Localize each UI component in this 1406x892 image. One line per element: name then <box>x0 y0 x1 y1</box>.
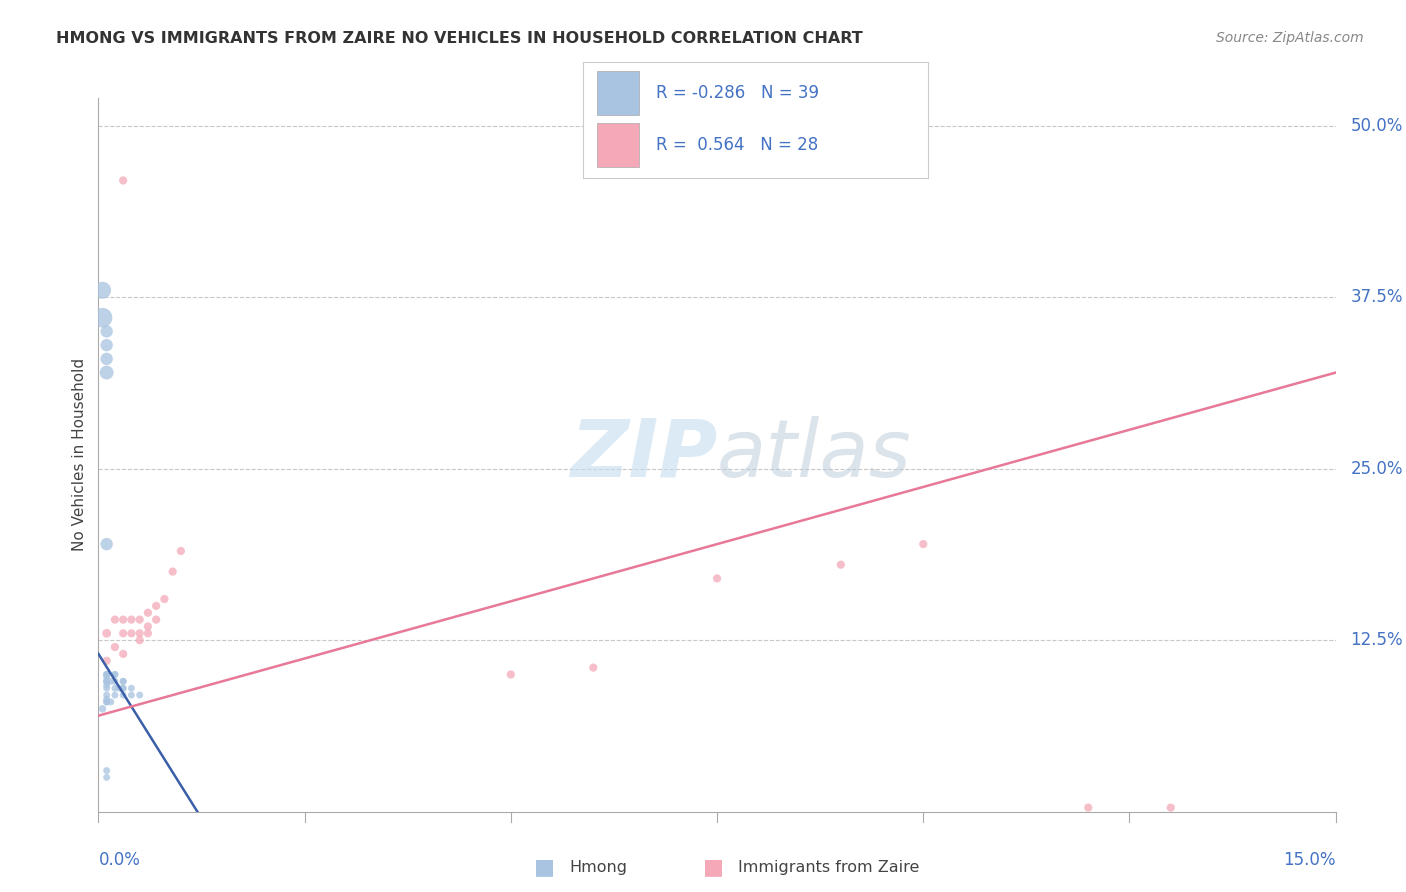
Point <box>96 695 118 709</box>
Point <box>108 681 131 696</box>
Point <box>120 688 142 702</box>
Point <box>104 688 127 702</box>
Text: atlas: atlas <box>717 416 912 494</box>
Point <box>1077 800 1099 814</box>
Point <box>104 640 127 654</box>
Point <box>830 558 852 572</box>
Point <box>91 310 114 325</box>
Point <box>91 702 114 716</box>
Text: 15.0%: 15.0% <box>1284 851 1336 869</box>
Text: ZIP: ZIP <box>569 416 717 494</box>
Point <box>120 626 142 640</box>
Point <box>104 674 127 689</box>
Text: Source: ZipAtlas.com: Source: ZipAtlas.com <box>1216 31 1364 45</box>
Point <box>96 674 118 689</box>
Bar <box>598 123 638 167</box>
Point <box>145 599 167 613</box>
Y-axis label: No Vehicles in Household: No Vehicles in Household <box>72 359 87 551</box>
Point <box>96 667 118 681</box>
Point <box>104 613 127 627</box>
Point <box>96 338 118 352</box>
Point <box>96 678 118 692</box>
Point <box>112 613 135 627</box>
Point <box>96 695 118 709</box>
Text: ■: ■ <box>534 857 555 877</box>
Point <box>136 619 159 633</box>
Point <box>128 688 150 702</box>
Point <box>96 674 118 689</box>
Point <box>100 695 122 709</box>
Point <box>96 626 118 640</box>
Text: R =  0.564   N = 28: R = 0.564 N = 28 <box>655 136 818 153</box>
Point <box>912 537 935 551</box>
Point <box>1160 800 1182 814</box>
Point <box>112 681 135 696</box>
Text: Immigrants from Zaire: Immigrants from Zaire <box>738 860 920 874</box>
Point <box>100 674 122 689</box>
Point <box>96 670 118 684</box>
Point <box>128 633 150 648</box>
Point <box>96 654 118 668</box>
Point <box>96 681 118 696</box>
Text: 12.5%: 12.5% <box>1351 632 1403 649</box>
Point <box>91 283 114 297</box>
Point <box>499 667 522 681</box>
Point <box>162 565 184 579</box>
Bar <box>598 70 638 114</box>
Point <box>96 674 118 689</box>
Point <box>96 764 118 778</box>
Text: R = -0.286   N = 39: R = -0.286 N = 39 <box>655 84 818 102</box>
Point <box>582 660 605 674</box>
Point <box>136 606 159 620</box>
Point <box>104 667 127 681</box>
Point <box>96 688 118 702</box>
Text: 37.5%: 37.5% <box>1351 288 1403 306</box>
Point <box>128 626 150 640</box>
Point <box>153 592 176 607</box>
Point <box>96 351 118 366</box>
Point <box>170 544 193 558</box>
Point <box>112 626 135 640</box>
Point <box>96 692 118 706</box>
Text: 50.0%: 50.0% <box>1351 117 1403 135</box>
Point <box>104 681 127 696</box>
Text: Hmong: Hmong <box>569 860 627 874</box>
Point <box>96 325 118 339</box>
Text: 0.0%: 0.0% <box>98 851 141 869</box>
Point <box>96 667 118 681</box>
Point <box>128 613 150 627</box>
Point <box>112 681 135 696</box>
Point <box>120 681 142 696</box>
Point <box>96 771 118 785</box>
Point <box>136 626 159 640</box>
Point <box>112 674 135 689</box>
Point <box>104 667 127 681</box>
Point <box>112 688 135 702</box>
Point <box>96 667 118 681</box>
Text: 25.0%: 25.0% <box>1351 459 1403 477</box>
Point <box>96 537 118 551</box>
Point <box>96 366 118 380</box>
Point <box>145 613 167 627</box>
Point <box>112 647 135 661</box>
Point <box>112 674 135 689</box>
Text: HMONG VS IMMIGRANTS FROM ZAIRE NO VEHICLES IN HOUSEHOLD CORRELATION CHART: HMONG VS IMMIGRANTS FROM ZAIRE NO VEHICL… <box>56 31 863 46</box>
Text: ■: ■ <box>703 857 724 877</box>
Point <box>120 613 142 627</box>
Point <box>112 173 135 187</box>
Point <box>706 571 728 585</box>
